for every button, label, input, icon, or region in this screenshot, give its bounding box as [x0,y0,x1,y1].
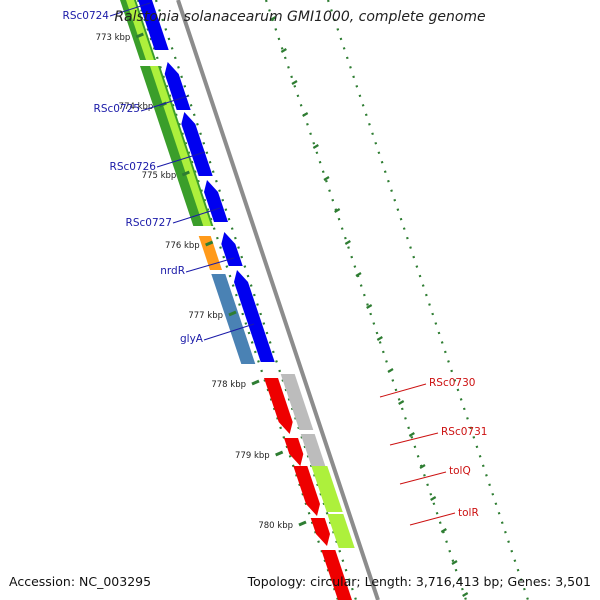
genome-summary-text: Topology: circular; Length: 3,716,413 bp… [247,574,591,589]
scale-minor-tick [376,336,383,341]
gene-label: glyA [180,333,204,345]
gene-feature [300,434,326,466]
scale-tick-mark [228,310,237,317]
gene-feature [126,0,154,60]
accession-text: Accession: NC_003295 [9,574,152,589]
scale-tick-mark [298,520,307,527]
gene-label-leader [185,257,235,273]
gene-label-leader [140,95,189,112]
gene-feature [280,374,314,430]
scale-tick-label: 773 kbp [96,33,131,43]
scale-minor-tick [408,432,415,437]
gene-label-leader [379,383,427,398]
scale-minor-tick [430,496,437,501]
gene-label: RSc0725 [94,103,140,115]
gene-label: nrdR [160,265,185,277]
gene-label-leader [203,323,255,341]
scale-tick-mark [251,379,260,386]
scale-minor-tick [398,400,405,405]
scale-minor-tick [355,272,362,277]
scale-minor-tick [323,176,330,181]
scale-tick-label: 776 kbp [165,241,200,251]
gene-feature [150,66,212,226]
gene-label-leader [399,471,447,485]
scale-minor-tick [344,240,351,245]
cds-feature [310,518,330,546]
scale-tick-label: 780 kbp [258,521,293,531]
gene-feature [211,274,256,364]
gene-label-leader [172,207,221,224]
guide-track-left [154,0,358,600]
gene-label-leader [156,151,206,168]
gene-label: RSc0726 [110,161,157,173]
scale-minor-tick [451,560,458,565]
scale-tick-mark [181,170,190,177]
cds-feature [234,270,275,362]
cds-feature [221,232,243,266]
scale-minor-tick [312,144,319,149]
cds-feature [284,438,304,466]
scale-minor-tick [440,528,447,533]
cds-feature [164,62,191,110]
scale-minor-tick [366,304,373,309]
scale-tick-mark [205,240,214,247]
gene-label-leader [409,512,456,526]
scale-minor-tick [462,592,469,597]
scale-tick-mark [135,32,144,39]
scale-minor-tick [419,464,426,469]
cds-feature [293,466,320,516]
gene-label: RSc0724 [63,10,110,22]
guide-track-right [264,0,468,600]
scale-tick-label: 774 kbp [119,102,154,112]
guide-track-inner-left [136,0,340,600]
scale-minor-tick [291,80,298,85]
scale-tick-label: 779 kbp [235,451,270,461]
cds-feature [138,0,169,50]
gene-label-leader [389,432,439,446]
scale-tick-label: 778 kbp [211,380,246,390]
scale-minor-tick [387,368,394,373]
gene-label: tolR [458,507,479,519]
gene-label-leader [109,2,151,17]
scale-tick-label: 775 kbp [142,171,177,181]
cds-feature [181,112,213,176]
gene-feature [327,514,355,548]
scale-minor-tick [270,16,277,21]
scale-minor-tick [280,48,287,53]
gene-feature [311,466,343,512]
cds-feature [321,550,352,600]
gene-feature [198,236,222,270]
scale-minor-tick [334,208,341,213]
guide-track-outer-right [326,0,530,600]
gene-label: RSc0731 [441,426,487,438]
scale-tick-mark [275,450,284,457]
genome-backbone [176,0,380,600]
gene-label: RSc0730 [429,377,475,389]
scale-tick-label: 777 kbp [188,311,223,321]
cds-feature [204,180,228,222]
cds-feature [264,378,293,434]
scale-minor-tick [302,112,309,117]
genome-title: Ralstonia solanacearum GMI1000, complete… [114,9,486,25]
gene-label: tolQ [449,465,471,477]
gene-label: RSc0727 [126,217,172,229]
